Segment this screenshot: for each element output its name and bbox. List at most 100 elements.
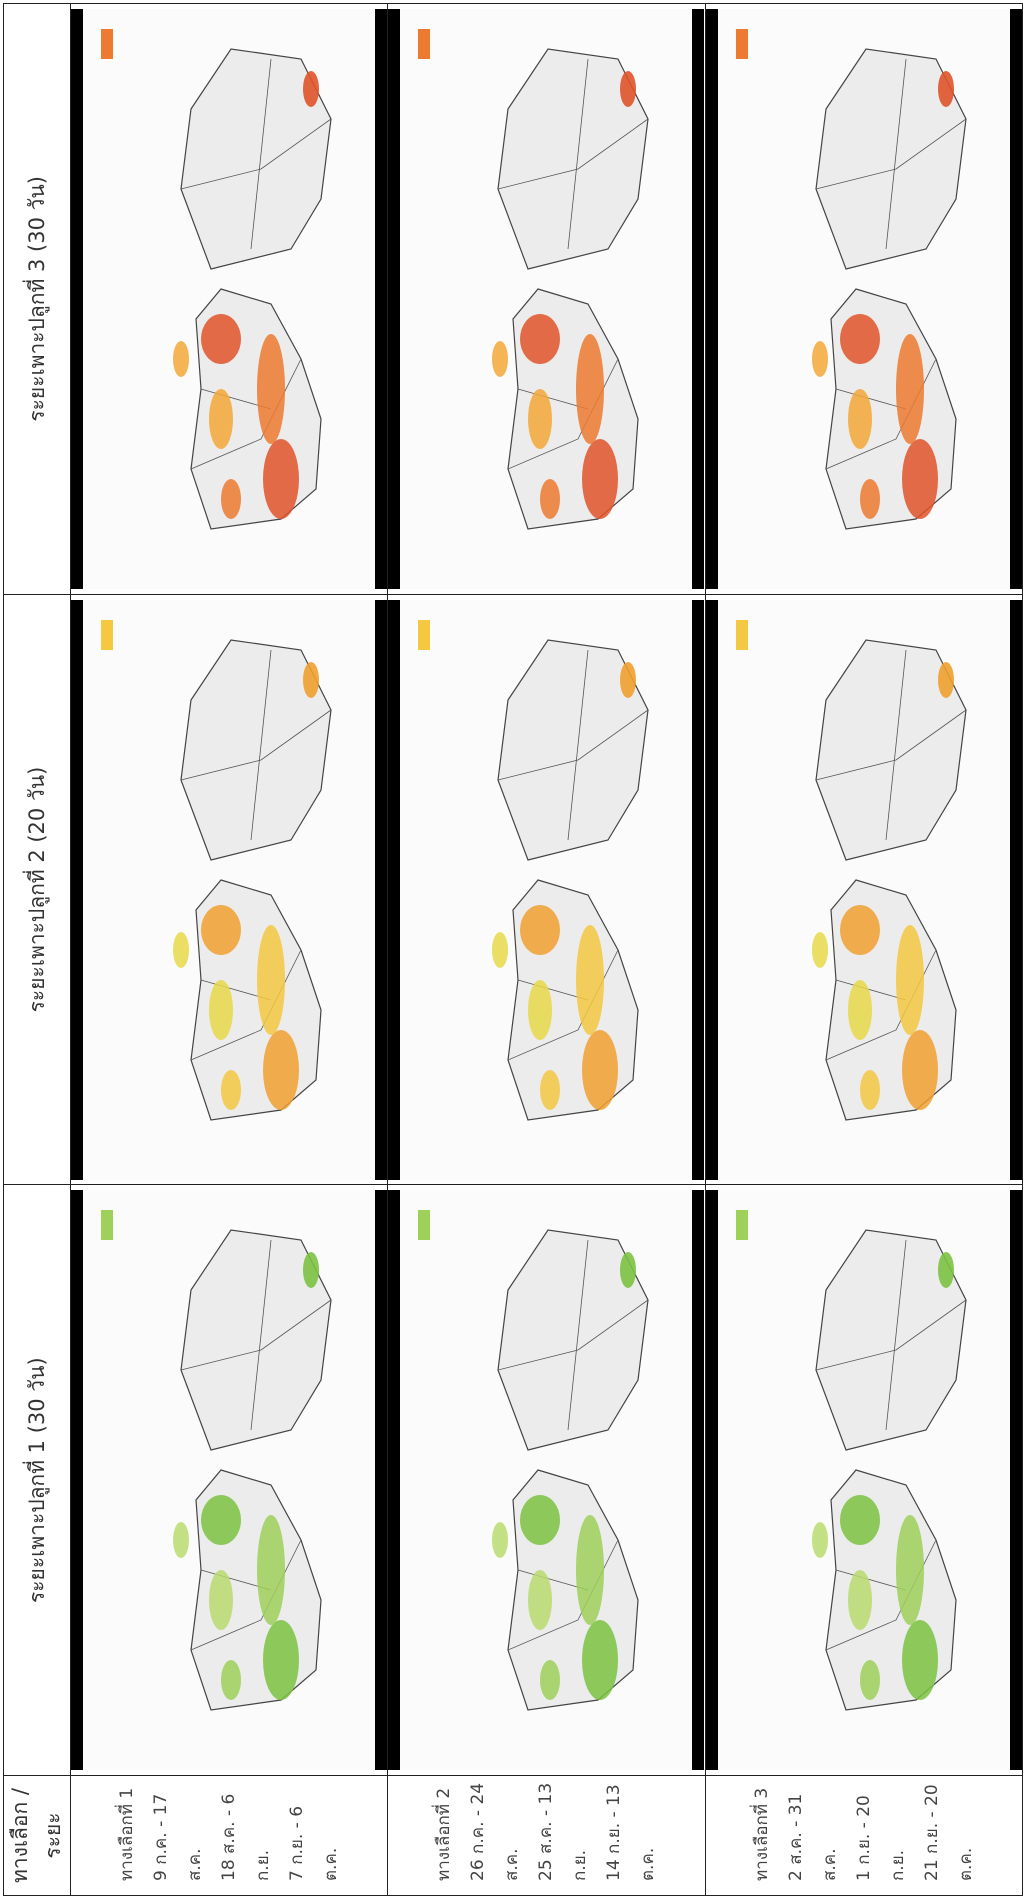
map-patch [812,932,828,968]
map-patch [173,932,189,968]
map-image [388,9,704,589]
map-patch [812,341,828,377]
map-patch [938,662,954,698]
map-patch [257,334,285,444]
map-patch [938,1252,954,1288]
map-patch [257,925,285,1035]
date-range: 26 ก.ค. - 24 ส.ค. [461,1776,529,1881]
map-cell [388,594,705,1185]
map-patch [902,1030,938,1110]
header-cell: ทางเลือก / ระยะ [4,1776,71,1896]
map-bar [692,600,704,1180]
map-patch [221,1660,241,1700]
map-bar [375,1190,387,1770]
map-patch [582,439,618,519]
map-patch [173,1522,189,1558]
map-patch [221,1070,241,1110]
map-bar [71,9,83,589]
option-cell: ทางเลือกที่ 226 ก.ค. - 24 ส.ค.25 ส.ค. - … [388,1776,705,1896]
map-patch [528,1570,552,1630]
map-patch [540,1070,560,1110]
map-patch [263,439,299,519]
map-bar [692,9,704,589]
map-legend [101,29,113,59]
map-patch [221,479,241,519]
map-image [706,1190,1022,1770]
option-label: ทางเลือกที่ 2 [427,1776,461,1881]
map-image [706,600,1022,1180]
map-bar [71,600,83,1180]
header-cell: ระยะเพาะปลูกที่ 3 (30 วัน) [4,4,71,595]
map-cell [71,4,388,595]
map-patch [209,1570,233,1630]
map-image [71,600,387,1180]
map-patch [303,1252,319,1288]
map-patch [848,389,872,449]
map-cell [705,1185,1022,1776]
map-bar [375,9,387,589]
map-bar [706,1190,718,1770]
map-patch [201,905,241,955]
date-range: 7 ก.ย. - 6 ต.ค. [280,1776,348,1881]
map-patch [540,1660,560,1700]
map-bar [388,9,400,589]
map-bar [692,1190,704,1770]
map-patch [902,1620,938,1700]
map-patch [840,314,880,364]
map-patch [938,71,954,107]
map-patch [576,1515,604,1625]
header-cell: ระยะเพาะปลูกที่ 1 (30 วัน) [4,1185,71,1776]
map-patch [528,389,552,449]
map-patch [860,1660,880,1700]
map-patch [492,932,508,968]
map-patch [576,334,604,444]
map-bar [1010,600,1022,1180]
map-patch [896,334,924,444]
map-legend [101,1210,113,1240]
table-body: ทางเลือกที่ 19 ก.ค. - 17 ส.ค.18 ส.ค. - 6… [71,4,1023,1896]
map-cell [71,1185,388,1776]
map-patch [860,479,880,519]
map-patch [582,1030,618,1110]
map-bar [1010,9,1022,589]
date-range: 14 ก.ย. - 13 ต.ค. [597,1776,665,1881]
map-patch [840,905,880,955]
map-cell [388,1185,705,1776]
map-patch [209,980,233,1040]
map-patch [620,1252,636,1288]
map-patch [303,71,319,107]
map-bar [706,600,718,1180]
date-range: 18 ส.ค. - 6 ก.ย. [212,1776,280,1881]
map-patch [201,314,241,364]
map-legend [101,620,113,650]
option-label: ทางเลือกที่ 3 [745,1776,779,1881]
map-image [388,600,704,1180]
map-image [71,1190,387,1770]
map-legend [736,620,748,650]
map-bar [375,600,387,1180]
map-cell [705,4,1022,595]
map-legend [418,1210,430,1240]
map-patch [620,662,636,698]
map-patch [896,1515,924,1625]
map-bar [1010,1190,1022,1770]
map-patch [263,1620,299,1700]
page: ทางเลือก / ระยะระยะเพาะปลูกที่ 1 (30 วัน… [0,0,1026,1899]
map-cell [705,594,1022,1185]
map-cell [388,4,705,595]
date-range: 25 ส.ค. - 13 ก.ย. [529,1776,597,1881]
map-patch [303,662,319,698]
option-label: ทางเลือกที่ 1 [110,1776,144,1881]
map-patch [860,1070,880,1110]
map-image [71,9,387,589]
map-patch [520,905,560,955]
map-patch [840,1495,880,1545]
map-patch [520,314,560,364]
option-cell: ทางเลือกที่ 19 ก.ค. - 17 ส.ค.18 ส.ค. - 6… [71,1776,388,1896]
map-patch [528,980,552,1040]
map-patch [896,925,924,1035]
date-range: 1 ก.ย. - 20 ก.ย. [847,1776,915,1881]
